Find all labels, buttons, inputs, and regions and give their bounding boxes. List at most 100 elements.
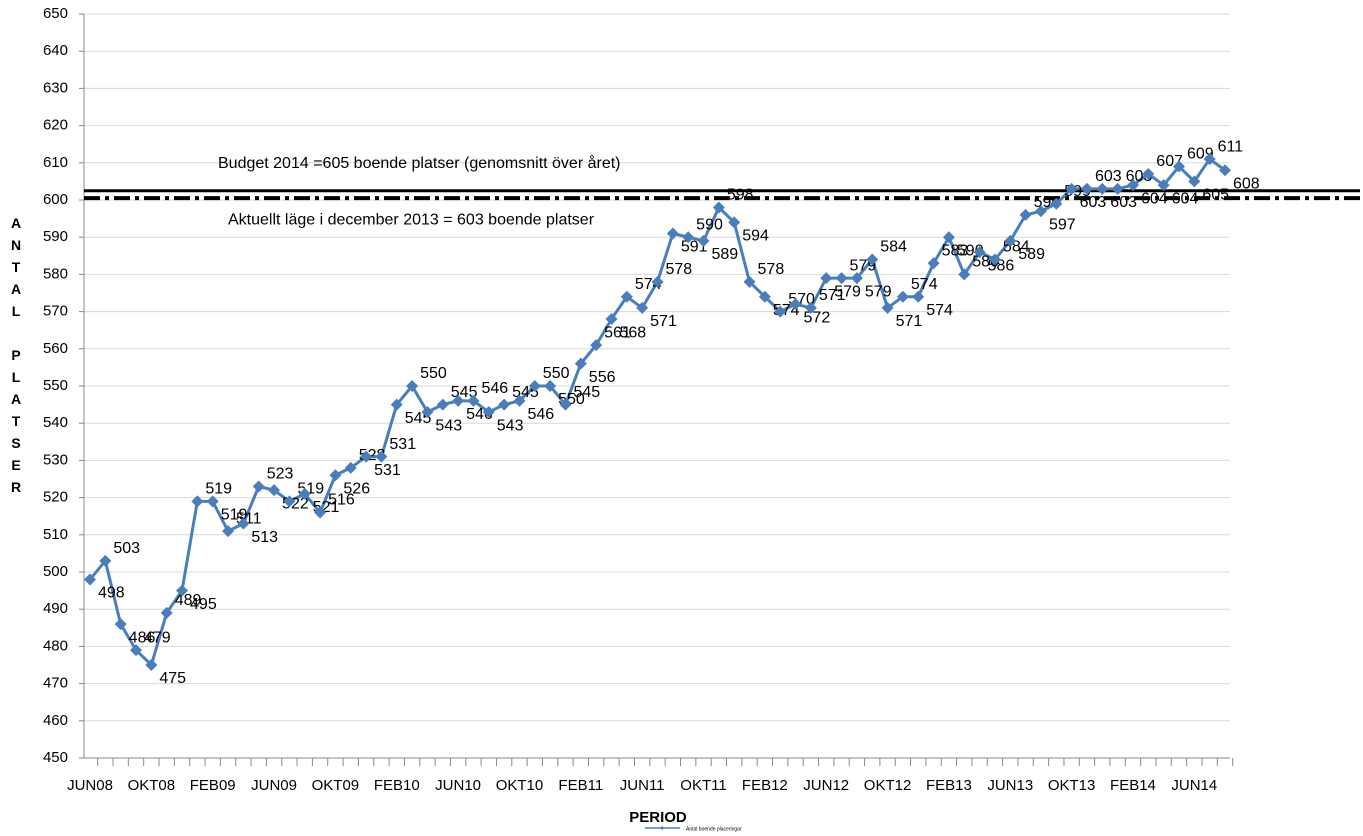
y-tick-label: 580 <box>43 265 68 282</box>
data-point <box>1034 205 1047 218</box>
data-point <box>988 253 1001 266</box>
data-label: 546 <box>527 406 554 423</box>
data-point <box>482 406 495 419</box>
data-label: 513 <box>251 529 278 546</box>
data-point <box>1188 175 1201 188</box>
x-tick-label: OKT13 <box>1048 777 1096 794</box>
data-point <box>99 554 112 567</box>
data-label: 572 <box>804 309 831 326</box>
data-point <box>1172 160 1185 173</box>
data-label: 571 <box>650 313 677 330</box>
x-tick-label: JUN10 <box>435 777 481 794</box>
data-point <box>1065 182 1078 195</box>
data-point <box>850 272 863 285</box>
data-point <box>574 357 587 370</box>
x-tick-label: JUN14 <box>1171 777 1217 794</box>
data-label: 568 <box>619 324 646 341</box>
data-point <box>145 659 158 671</box>
data-point <box>728 216 741 229</box>
data-point <box>237 517 250 530</box>
data-label: 584 <box>880 239 907 256</box>
y-tick-label: 590 <box>43 228 68 245</box>
data-label: 603 <box>1080 194 1107 211</box>
data-point <box>390 398 403 411</box>
data-point <box>314 506 327 519</box>
data-point <box>1219 164 1231 177</box>
data-point <box>421 406 434 419</box>
data-point <box>1203 153 1216 166</box>
data-label: 594 <box>742 228 769 245</box>
y-tick-label: 630 <box>43 79 68 96</box>
legend-marker <box>660 826 664 830</box>
x-tick-label: JUN13 <box>987 777 1033 794</box>
x-tick-label: OKT11 <box>680 777 726 794</box>
data-label: 604 <box>1172 190 1199 207</box>
data-point <box>191 495 204 508</box>
data-point <box>283 495 296 508</box>
x-tick-label: OKT10 <box>496 777 544 794</box>
data-label: 603 <box>1110 194 1137 211</box>
data-point <box>820 272 833 285</box>
x-tick-label: OKT09 <box>312 777 360 794</box>
data-label: 503 <box>113 540 140 557</box>
data-label: 597 <box>1049 216 1076 233</box>
y-tick-label: 450 <box>43 749 68 766</box>
data-label: 574 <box>926 302 953 319</box>
data-point <box>804 301 817 314</box>
data-point <box>682 231 695 244</box>
data-label: 545 <box>573 384 600 401</box>
data-point <box>789 298 802 311</box>
data-label: 546 <box>481 380 508 397</box>
data-label: 590 <box>696 216 723 233</box>
x-tick-label: OKT08 <box>128 777 176 794</box>
data-label: 604 <box>1141 190 1168 207</box>
data-label: 571 <box>819 287 846 304</box>
data-point <box>973 246 986 259</box>
data-label: 498 <box>98 585 125 602</box>
data-point <box>375 450 388 463</box>
x-tick-label: FEB14 <box>1110 777 1156 794</box>
x-tick-label: JUN12 <box>803 777 849 794</box>
y-tick-label: 550 <box>43 377 68 394</box>
data-point <box>1019 208 1032 221</box>
y-tick-label: 620 <box>43 117 68 134</box>
x-tick-label: FEB13 <box>926 777 972 794</box>
x-tick-label: JUN08 <box>67 777 113 794</box>
data-point <box>697 234 710 247</box>
data-label: 479 <box>144 629 171 646</box>
data-label: 583 <box>942 242 969 259</box>
data-label: 579 <box>834 283 861 300</box>
y-tick-label: 470 <box>43 675 68 692</box>
data-label: 603 <box>1095 168 1122 185</box>
y-tick-label: 610 <box>43 154 68 171</box>
y-tick-label: 520 <box>43 489 68 506</box>
data-point <box>958 268 971 281</box>
data-point <box>329 469 342 482</box>
data-point <box>559 398 572 411</box>
legend-label: Antal boende placeringar <box>686 826 742 832</box>
data-point <box>666 227 679 240</box>
y-tick-label: 640 <box>43 42 68 59</box>
data-point <box>912 290 925 303</box>
data-point <box>590 339 603 352</box>
x-tick-label: FEB09 <box>190 777 236 794</box>
data-point <box>360 450 373 463</box>
data-point <box>1111 182 1124 195</box>
data-point <box>1050 197 1063 210</box>
data-point <box>298 487 311 500</box>
x-tick-label: OKT12 <box>864 777 912 794</box>
y-tick-label: 600 <box>43 191 68 208</box>
data-label: 561 <box>604 324 631 341</box>
data-point <box>114 618 127 631</box>
data-label: 550 <box>420 365 447 382</box>
y-tick-label: 570 <box>43 303 68 320</box>
data-label: 486 <box>129 629 156 646</box>
data-label: 598 <box>727 187 754 204</box>
data-label: 571 <box>896 313 923 330</box>
x-tick-label: FEB11 <box>558 777 603 794</box>
data-point <box>206 495 219 508</box>
data-label: 531 <box>374 462 401 479</box>
data-label: 519 <box>221 507 248 524</box>
data-point <box>252 480 265 493</box>
data-point <box>866 253 879 266</box>
